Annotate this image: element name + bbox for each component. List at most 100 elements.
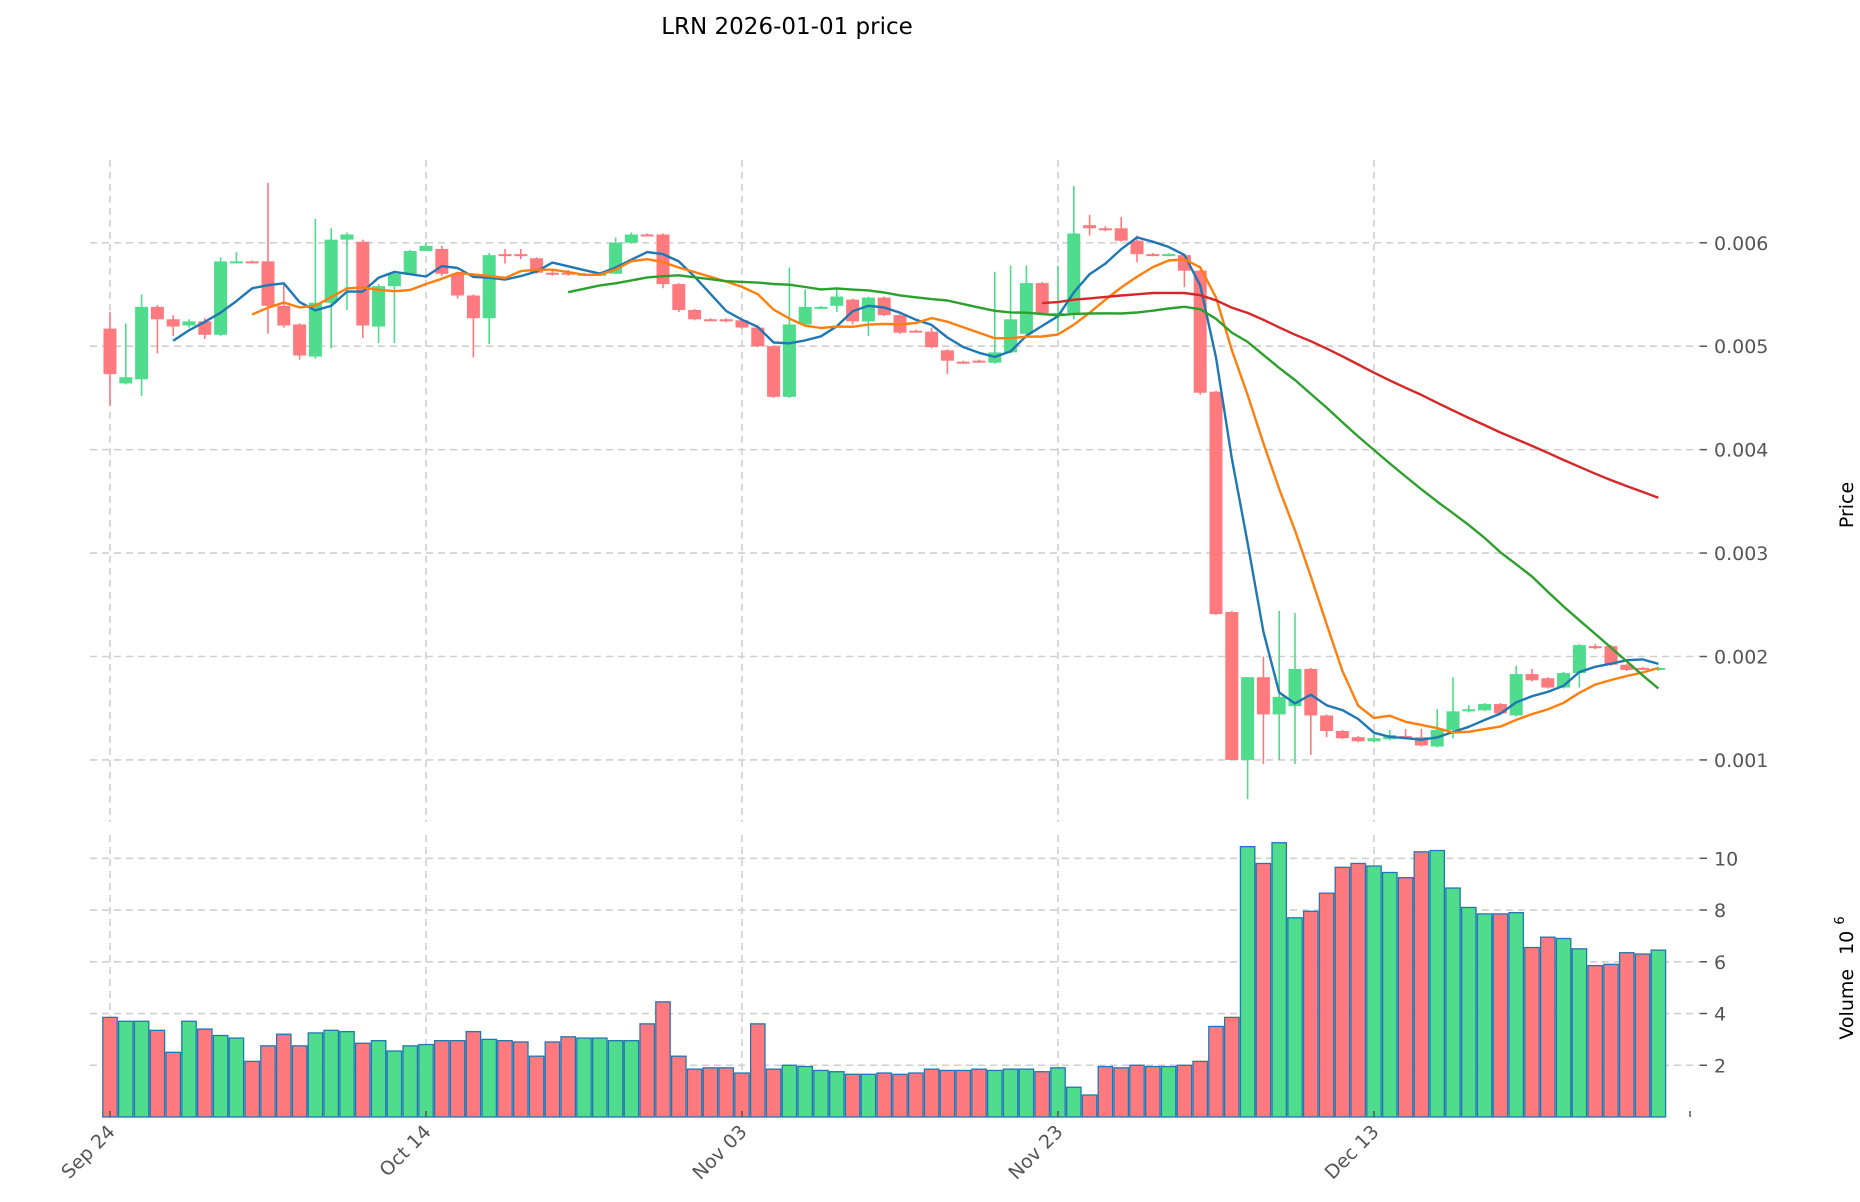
- volume-bar: [1223, 1016, 1240, 1118]
- volume-bar: [686, 1068, 703, 1118]
- volume-bar: [370, 1040, 387, 1118]
- candle-body: [1288, 668, 1302, 707]
- volume-bar: [133, 1020, 150, 1118]
- candle-body: [1209, 391, 1223, 615]
- volume-bar: [1176, 1064, 1193, 1118]
- candle-down: [1209, 390, 1223, 616]
- candle-body: [861, 297, 875, 322]
- y-axis-label-price: Price: [1836, 482, 1858, 528]
- y-tick-label: 0.002: [1714, 647, 1768, 669]
- candle-up: [372, 284, 386, 344]
- candle-body: [1256, 677, 1270, 715]
- volume-bar: [1334, 866, 1351, 1118]
- candle-body: [972, 360, 986, 363]
- candle-body: [561, 272, 575, 275]
- volume-bar: [165, 1051, 182, 1118]
- volume-bar: [1302, 910, 1319, 1118]
- candle-down: [1035, 282, 1049, 315]
- candle-up: [1367, 734, 1381, 743]
- candle-body: [925, 331, 939, 348]
- volume-bar: [1208, 1025, 1224, 1118]
- volume-bars: [102, 842, 1667, 1118]
- volume-bar: [639, 1023, 656, 1118]
- volume-bar: [718, 1067, 735, 1118]
- candle-up: [229, 252, 243, 264]
- candle-body: [182, 321, 196, 326]
- candle-body: [261, 261, 275, 306]
- candle-down: [1525, 668, 1539, 682]
- volume-bar: [813, 1069, 829, 1118]
- candle-body: [340, 234, 354, 240]
- candle-body: [293, 324, 307, 356]
- volume-bar: [1587, 965, 1604, 1118]
- candle-body: [466, 295, 480, 319]
- volume-bar: [828, 1071, 845, 1118]
- candle-body: [1572, 645, 1586, 674]
- candle-up: [1572, 644, 1586, 688]
- volume-bar: [512, 1041, 529, 1118]
- candle-up: [782, 267, 796, 398]
- candle-body: [214, 261, 228, 335]
- candle-down: [103, 312, 117, 406]
- volume-bar: [655, 1001, 671, 1118]
- candle-up: [135, 294, 149, 396]
- candle-body: [403, 251, 417, 274]
- candle-body: [1462, 709, 1476, 712]
- volume-bar: [797, 1065, 814, 1118]
- moving-average-ma5: [172, 236, 1659, 741]
- volume-tick-label: 4: [1714, 1004, 1726, 1026]
- candle-down: [1588, 644, 1602, 650]
- candle-down: [1130, 235, 1144, 263]
- candle-body: [1241, 677, 1255, 760]
- candle-down: [767, 345, 781, 398]
- candle-up: [830, 288, 844, 313]
- volume-bar: [1397, 877, 1414, 1118]
- candle-body: [514, 254, 528, 257]
- candle-up: [182, 319, 196, 328]
- candle-down: [277, 284, 291, 328]
- candles: [103, 182, 1665, 800]
- candle-body: [119, 377, 133, 384]
- candle-body: [909, 330, 923, 333]
- candle-down: [751, 326, 765, 348]
- volume-bar: [734, 1072, 750, 1118]
- volume-bar: [1318, 892, 1335, 1118]
- candle-down: [1636, 666, 1650, 670]
- candle-body: [1304, 668, 1318, 716]
- volume-bar: [1413, 851, 1430, 1118]
- volume-bar: [1271, 842, 1288, 1118]
- volume-bar: [228, 1037, 245, 1118]
- volume-bar: [1445, 887, 1461, 1118]
- candle-down: [1414, 728, 1428, 747]
- candle-body: [719, 319, 733, 322]
- candle-body: [1272, 696, 1286, 715]
- candle-down: [1098, 226, 1112, 232]
- volume-bar: [1192, 1060, 1209, 1118]
- candle-up: [1241, 677, 1255, 800]
- y-tick-label: 0.001: [1714, 750, 1768, 772]
- candle-body: [387, 273, 401, 287]
- volume-exponent-base: 10: [1836, 931, 1858, 955]
- volume-bar: [212, 1034, 229, 1118]
- candle-body: [1509, 674, 1523, 716]
- volume-bar: [244, 1060, 261, 1118]
- candle-down: [466, 294, 480, 358]
- candle-down: [719, 318, 733, 323]
- volume-bar: [117, 1020, 134, 1118]
- volume-bar: [860, 1073, 877, 1118]
- candle-body: [324, 239, 338, 303]
- candle-down: [925, 327, 939, 349]
- volume-bar: [260, 1045, 276, 1118]
- candle-body: [1525, 674, 1539, 681]
- candle-body: [277, 305, 291, 326]
- candle-body: [1636, 667, 1650, 670]
- candle-body: [782, 324, 796, 397]
- volume-bar: [1492, 913, 1509, 1118]
- volume-bar: [1429, 849, 1446, 1118]
- volume-bar: [402, 1045, 419, 1118]
- volume-exponent: 6: [1833, 916, 1848, 924]
- volume-bar: [1618, 952, 1635, 1118]
- candle-body: [103, 328, 117, 375]
- candle-down: [1256, 656, 1270, 765]
- volume-bar: [986, 1069, 1003, 1118]
